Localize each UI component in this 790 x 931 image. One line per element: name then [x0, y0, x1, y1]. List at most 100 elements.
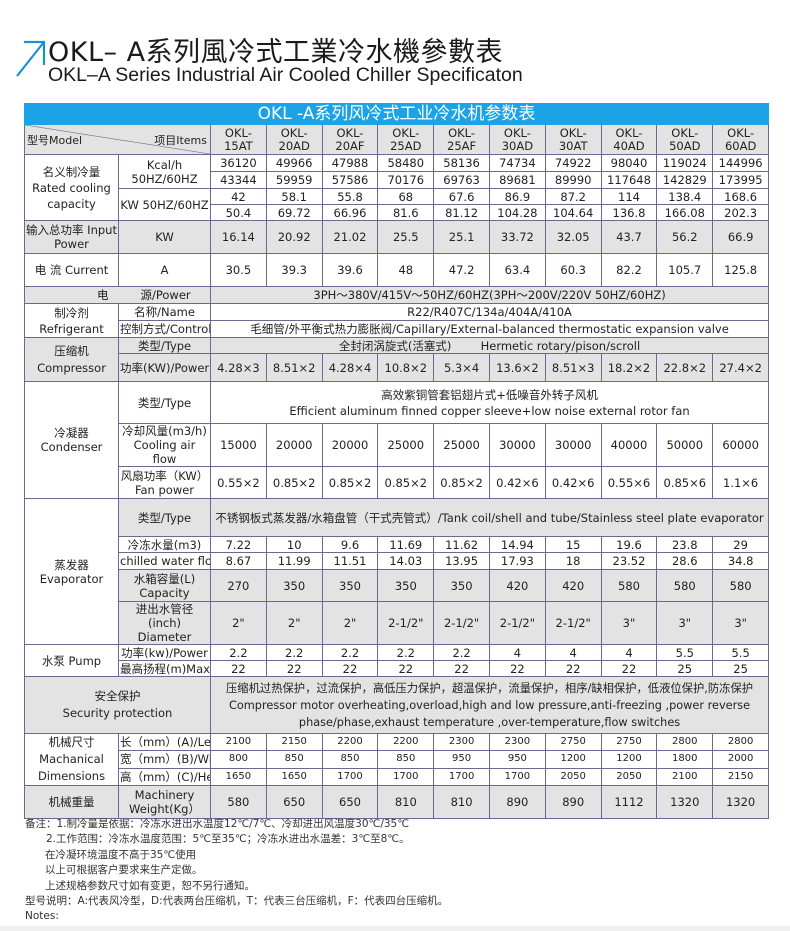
value-cell: 4.28×3	[210, 353, 267, 382]
value-cell: 580	[600, 569, 658, 602]
value-cell: 2.2	[210, 644, 267, 661]
table-row: KW 50HZ/60HZ 42 58.1 55.8 68 67.6 86.9 87.2 114 1…	[25, 188, 770, 221]
table-row: 安全保护 Security protection 压缩机过热保护，过流保护，高低压力…	[24, 676, 770, 734]
value-cell: 2-1/2"	[544, 601, 602, 645]
value-cell: 202.3	[712, 204, 770, 221]
capacity-label: 水箱容量(L) Capacity	[118, 569, 211, 602]
value-cell: 81.12	[433, 204, 490, 221]
table-row: 名义制冷量 Rated cooling capacity Kcal/h 50HZ/…	[24, 154, 770, 221]
value-cell: 22	[265, 660, 323, 677]
value-cell: 420	[544, 569, 602, 602]
value-cell: 66.96	[321, 204, 379, 221]
value-cell: 810	[377, 785, 435, 819]
value-cell: 168.6	[712, 188, 770, 205]
value-cell: 58480	[377, 154, 435, 172]
value-cell: 4	[488, 644, 546, 661]
value-cell: 2100	[210, 732, 267, 752]
value-cell: 650	[265, 785, 323, 819]
note-line: 以上可根据客户要求来生产定做。	[45, 864, 203, 877]
value-cell: 1700	[488, 767, 546, 787]
value-cell: 2150	[712, 767, 770, 787]
value-cell: 0.85×2	[433, 466, 490, 499]
value-cell: 2300	[433, 732, 490, 752]
value-cell: 0.85×2	[265, 466, 323, 499]
refrigerant-control-label: 控制方式/Control	[118, 320, 211, 338]
value-cell: 20.92	[265, 220, 323, 254]
value-cell: 10	[265, 536, 323, 553]
value-cell: 87.2	[544, 188, 602, 205]
notes: 备注：1.制冷量是依据：冷冻水进出水温度12℃/7℃、冷却进出风温度30℃/35…	[25, 817, 448, 925]
value-cell: 1112	[600, 785, 658, 819]
value-cell: 9.6	[321, 536, 379, 553]
note-line: 2.工作范围：冷冻水温度范围：5℃至35℃；冷冻水进出水温差：3℃至8℃。	[46, 833, 410, 846]
value-cell: 16.14	[210, 220, 267, 254]
value-cell: 2.2	[377, 644, 435, 661]
value-cell: 49966	[265, 154, 323, 172]
model-header: OKL-50AD	[656, 124, 714, 155]
value-cell: 89990	[544, 171, 602, 189]
value-cell: 39.6	[321, 253, 379, 287]
value-cell: 420	[488, 569, 546, 602]
refrigerant-control-value: 毛细管/外平衡式热力膨胀阀/Capillary/External-balance…	[209, 320, 770, 338]
model-name: OKL-30AD	[501, 125, 534, 153]
value-cell: 125.8	[712, 253, 770, 287]
value-cell: 580	[210, 785, 267, 819]
compressor-power-label: 功率(KW)/Power	[118, 353, 211, 382]
value-cell: 166.08	[656, 204, 714, 221]
table-banner: OKL -A系列风冷式工业冷水机参数表	[23, 103, 770, 125]
value-cell: 18	[544, 552, 602, 570]
value-cell: 173995	[712, 171, 770, 189]
value-cell: 25	[656, 660, 714, 677]
note-line: Notes:	[25, 910, 59, 923]
value-cell: 1650	[210, 767, 267, 787]
security-label-en: Security protection	[62, 706, 173, 720]
value-cell: 22	[210, 660, 267, 677]
compressor-type-value: 全封闭涡旋式(活塞式) Hermetic rotary/pison/scroll	[209, 337, 770, 354]
value-cell: 43344	[210, 171, 267, 189]
table-row: 控制方式/Control 毛细管/外平衡式热力膨胀阀/Capillary/Exte…	[25, 320, 770, 338]
value-cell: 13.95	[433, 552, 490, 570]
value-cell: 580	[712, 569, 770, 602]
value-cell: 68	[377, 188, 435, 205]
value-cell: 1800	[656, 750, 714, 769]
value-cell: 0.85×2	[321, 466, 379, 499]
page-subtitle: OKL–A Series Industrial Air Cooled Chill…	[48, 64, 523, 86]
value-cell: 74922	[544, 154, 602, 172]
value-cell: 2200	[321, 732, 379, 752]
value-cell: 1200	[600, 750, 658, 769]
value-cell: 56.2	[656, 220, 714, 254]
table-row: 43344 59959 57586 70176 69763 89681 89990 11764…	[25, 171, 770, 189]
value-cell: 2"	[210, 601, 267, 645]
value-cell: 950	[433, 750, 490, 769]
compressor-type-label: 类型/Type	[118, 337, 211, 354]
value-cell: 850	[377, 750, 435, 769]
table-row: 冷凝器 Condenser 类型/Type 高效紫铜管套铝翅片式+低噪音外转子风机 E…	[24, 381, 770, 499]
airflow-label: 冷却风量(m3/h) Cooling air flow	[118, 423, 211, 467]
value-cell: 30000	[544, 423, 602, 467]
model-header: OKL-20AD	[265, 124, 323, 155]
value-cell: 144996	[712, 154, 770, 172]
model-name: OKL-15AT	[224, 125, 253, 153]
pump-label: 水泵 Pump	[24, 644, 119, 677]
value-cell: 36120	[210, 154, 267, 172]
value-cell: 2050	[600, 767, 658, 787]
value-cell: 50.4	[210, 204, 267, 221]
table-row: 风扇功率（KW） Fan power 0.55×2 0.85×2 0.85×2 0.85…	[25, 466, 770, 499]
note-line: 备注：1.制冷量是依据：冷冻水进出水温度12℃/7℃、冷却进出风温度30℃/35…	[25, 818, 410, 830]
header-corner: 型号Model 项目Items	[24, 124, 211, 155]
value-cell: 60.3	[544, 253, 602, 287]
table-row: 最高扬程(m)Max-lift22222222222222222525	[25, 660, 770, 677]
value-cell: 5.5	[712, 644, 770, 661]
value-cell: 70176	[377, 171, 435, 189]
table-row: 电 流 Current A 30.5 39.3 39.6 48 47.2 63.4 60.3 82…	[24, 253, 770, 287]
chilled-flow-label-cn: 冷冻水量(m3)	[118, 536, 211, 553]
value-cell: 47.2	[433, 253, 490, 287]
model-name: OKL-20AF	[335, 125, 365, 153]
value-cell: 11.51	[321, 552, 379, 570]
value-cell: 2750	[544, 732, 602, 752]
value-cell: 0.85×2	[377, 466, 435, 499]
value-cell: 1700	[377, 767, 435, 787]
value-cell: 1320	[712, 785, 770, 819]
cooling-capacity-label: 名义制冷量 Rated cooling capacity	[24, 154, 119, 221]
value-cell: 30000	[488, 423, 546, 467]
